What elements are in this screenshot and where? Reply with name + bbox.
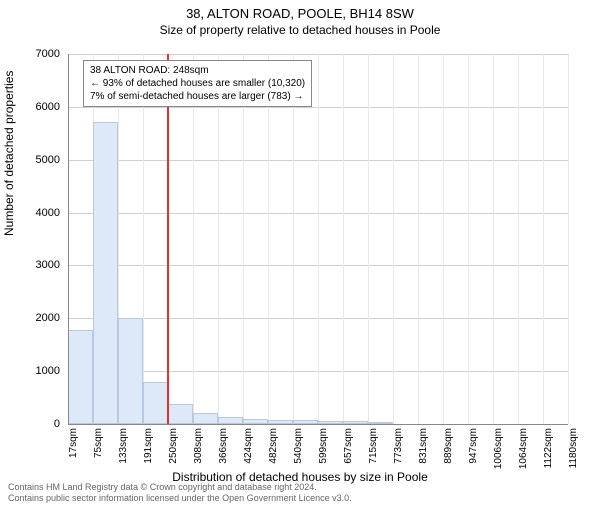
gridline-vertical (293, 54, 294, 424)
gridline-vertical (343, 54, 344, 424)
copyright-text: Contains HM Land Registry data © Crown c… (8, 482, 352, 504)
y-axis-label: Number of detached properties (2, 71, 16, 236)
annotation-line-3: 7% of semi-detached houses are larger (7… (90, 90, 305, 103)
marker-line (167, 54, 169, 424)
x-tick-label: 657sqm (343, 428, 354, 478)
y-axis-line (68, 54, 69, 424)
x-tick-label: 831sqm (418, 428, 429, 478)
gridline-vertical (218, 54, 219, 424)
x-tick-label: 191sqm (143, 428, 154, 478)
y-tick-label: 1000 (20, 365, 60, 377)
x-tick-label: 599sqm (318, 428, 329, 478)
page-title: 38, ALTON ROAD, POOLE, BH14 8SW (0, 6, 600, 21)
annotation-line-1: 38 ALTON ROAD: 248sqm (90, 64, 305, 77)
y-tick-label: 7000 (20, 48, 60, 60)
x-tick-label: 133sqm (118, 428, 129, 478)
y-tick-label: 6000 (20, 101, 60, 113)
gridline-vertical (243, 54, 244, 424)
histogram-bar (93, 122, 118, 424)
x-tick-label: 482sqm (268, 428, 279, 478)
x-tick-label: 75sqm (93, 428, 104, 478)
gridline-vertical (468, 54, 469, 424)
histogram-bar (168, 404, 193, 424)
gridline-vertical (143, 54, 144, 424)
gridline-vertical (268, 54, 269, 424)
gridline-vertical (543, 54, 544, 424)
gridline-vertical (493, 54, 494, 424)
x-tick-label: 17sqm (68, 428, 79, 478)
x-axis-line (68, 424, 568, 425)
x-tick-label: 715sqm (368, 428, 379, 478)
x-tick-label: 250sqm (168, 428, 179, 478)
x-tick-label: 366sqm (218, 428, 229, 478)
x-tick-label: 1064sqm (518, 428, 529, 478)
page-subtitle: Size of property relative to detached ho… (0, 23, 600, 37)
x-tick-label: 1180sqm (568, 428, 579, 478)
y-tick-label: 5000 (20, 154, 60, 166)
histogram-bar (68, 330, 93, 424)
y-tick-label: 4000 (20, 207, 60, 219)
histogram-bar (193, 413, 218, 424)
gridline-vertical (568, 54, 569, 424)
chart-plot-area: 38 ALTON ROAD: 248sqm← 93% of detached h… (68, 54, 568, 424)
histogram-bar (218, 417, 243, 424)
histogram-bar (118, 318, 143, 424)
gridline-vertical (518, 54, 519, 424)
annotation-line-2: ← 93% of detached houses are smaller (10… (90, 77, 305, 90)
gridline-vertical (318, 54, 319, 424)
gridline-vertical (368, 54, 369, 424)
x-tick-label: 947sqm (468, 428, 479, 478)
x-tick-label: 424sqm (243, 428, 254, 478)
x-tick-label: 889sqm (443, 428, 454, 478)
gridline-vertical (418, 54, 419, 424)
x-tick-label: 308sqm (193, 428, 204, 478)
annotation-box: 38 ALTON ROAD: 248sqm← 93% of detached h… (83, 60, 312, 107)
y-tick-label: 3000 (20, 259, 60, 271)
x-tick-label: 1122sqm (543, 428, 554, 478)
copyright-line-1: Contains HM Land Registry data © Crown c… (8, 482, 352, 493)
x-tick-label: 540sqm (293, 428, 304, 478)
gridline-vertical (393, 54, 394, 424)
y-tick-label: 2000 (20, 312, 60, 324)
y-tick-label: 0 (20, 418, 60, 430)
histogram-bar (143, 382, 168, 424)
copyright-line-2: Contains public sector information licen… (8, 493, 352, 504)
gridline-vertical (443, 54, 444, 424)
x-tick-label: 773sqm (393, 428, 404, 478)
gridline-vertical (193, 54, 194, 424)
x-tick-label: 1006sqm (493, 428, 504, 478)
